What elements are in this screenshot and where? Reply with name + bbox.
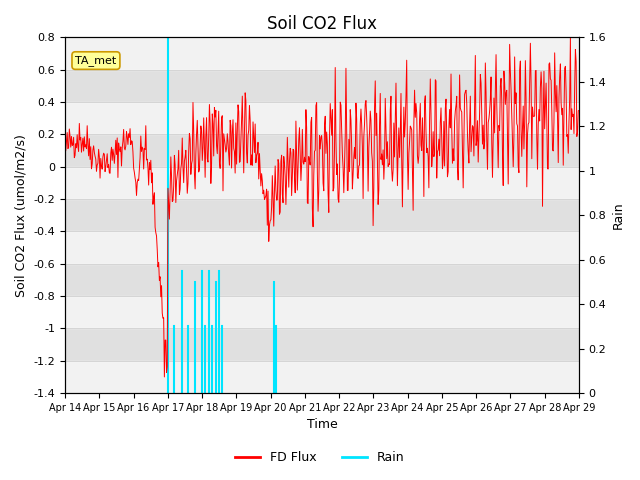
Bar [65,102,579,134]
Bar [65,361,579,393]
Text: TA_met: TA_met [76,55,116,66]
Bar [65,167,579,199]
Title: Soil CO2 Flux: Soil CO2 Flux [267,15,377,33]
X-axis label: Time: Time [307,419,337,432]
Bar [65,37,579,70]
Bar [65,296,579,328]
Y-axis label: Soil CO2 Flux (umol/m2/s): Soil CO2 Flux (umol/m2/s) [15,134,28,297]
Y-axis label: Rain: Rain [612,202,625,229]
Bar [65,231,579,264]
Legend: FD Flux, Rain: FD Flux, Rain [230,446,410,469]
